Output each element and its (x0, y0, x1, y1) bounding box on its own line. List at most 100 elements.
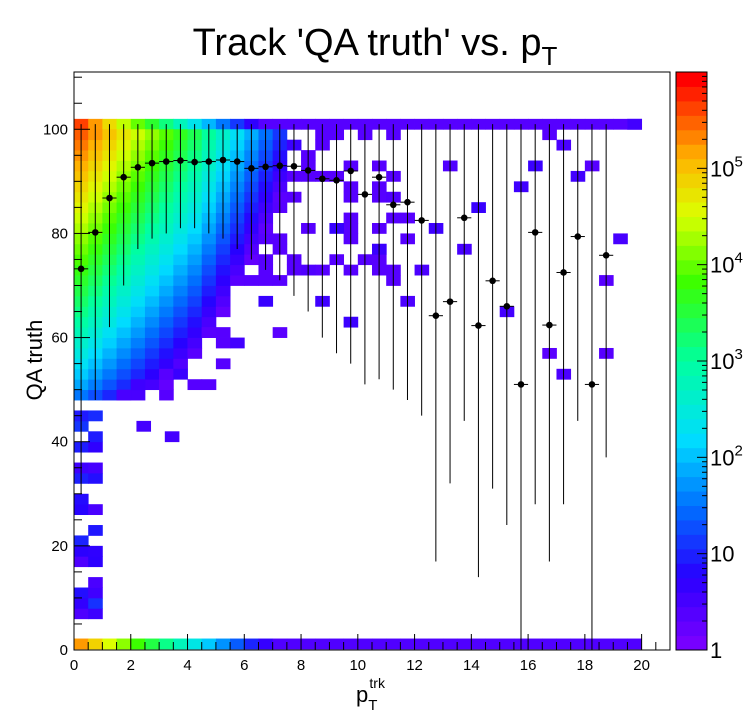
heatmap-cell (187, 275, 203, 286)
profile-point (528, 124, 543, 505)
heatmap-cell (159, 337, 174, 349)
heatmap-cell (102, 337, 117, 349)
profile-point (215, 124, 231, 239)
heatmap-cell (144, 275, 160, 286)
heatmap-cell (528, 638, 543, 650)
profile-marker (517, 381, 525, 388)
colorbar-segment (676, 230, 707, 246)
heatmap-cell (542, 638, 557, 650)
profile-marker (333, 177, 340, 184)
heatmap-cell (88, 597, 103, 609)
heatmap-cell (102, 358, 117, 370)
heatmap-cell (74, 504, 89, 516)
heatmap-cell (187, 638, 203, 650)
heatmap-cell (130, 295, 146, 307)
colorbar-segment (676, 375, 707, 391)
heatmap-cell (173, 233, 188, 245)
profile-marker (120, 173, 127, 181)
heatmap-cell (187, 233, 203, 245)
heatmap-cell (187, 223, 203, 234)
profile-marker (588, 381, 596, 388)
heatmap-cell (130, 638, 146, 650)
heatmap-cell (201, 264, 217, 276)
heatmap-cell (130, 285, 146, 297)
colorbar-segment (676, 462, 707, 478)
heatmap-cell (187, 379, 203, 391)
heatmap-cell (230, 264, 245, 276)
profile-marker (389, 201, 397, 209)
colorbar-labels: 1 10 102 103 104 105 (710, 153, 743, 663)
heatmap-cell (88, 638, 103, 650)
colorbar-segment (676, 332, 707, 348)
heatmap-cell (144, 233, 160, 245)
heatmap-cell (187, 316, 203, 328)
heatmap-cell (499, 638, 515, 650)
heatmap-cell (599, 638, 614, 650)
heatmap-cell (130, 264, 146, 276)
heatmap-cell (88, 545, 103, 557)
heatmap-cell (570, 638, 586, 650)
profile-point (570, 124, 585, 421)
heatmap-cell (329, 638, 345, 650)
profile-point (159, 124, 174, 234)
heatmap-cell (88, 608, 103, 620)
colorbar-segment (676, 548, 707, 564)
colorbar-segment (676, 563, 707, 579)
profile-marker (404, 198, 411, 206)
heatmap-cell (343, 638, 359, 650)
profile-marker (290, 162, 298, 170)
heatmap-cell (116, 358, 132, 370)
heatmap-cell (116, 285, 132, 297)
heatmap-cell (159, 368, 174, 380)
heatmap-cell (414, 638, 430, 650)
colorbar-segment (676, 288, 707, 304)
heatmap-cell (74, 535, 89, 547)
heatmap-cell (144, 254, 160, 266)
profile-marker (418, 217, 425, 224)
heatmap-cell (230, 638, 245, 650)
x-tick-label: 10 (349, 657, 366, 674)
heatmap-cell (159, 306, 174, 318)
heatmap-cell (201, 254, 217, 266)
colorbar-segment (676, 173, 707, 189)
colorbar-label: 1 (710, 638, 722, 663)
heatmap-cell (102, 389, 117, 401)
heatmap-cell (215, 285, 231, 297)
heatmap-cell (258, 638, 274, 650)
heatmap-cell (215, 306, 231, 318)
profile-marker (375, 173, 383, 181)
colorbar-segment (676, 491, 707, 506)
profile-point (400, 124, 415, 401)
heatmap-cell (187, 243, 203, 255)
heatmap-cell (187, 285, 203, 297)
profile-marker (77, 265, 85, 273)
heatmap-cell (159, 316, 174, 328)
heatmap-cell (201, 285, 217, 297)
heatmap-cell (230, 254, 245, 266)
profile-marker (219, 156, 227, 164)
heatmap-cell (144, 358, 160, 370)
profile-point (457, 124, 472, 421)
profile-marker (361, 191, 369, 198)
profile-point (102, 124, 117, 328)
heatmap-cell (258, 264, 274, 276)
profile-point (414, 124, 429, 416)
profile-point (187, 124, 202, 229)
profile-point (499, 124, 514, 526)
heatmap-cell (187, 306, 203, 318)
x-tick-label: 16 (520, 657, 537, 674)
heatmap-cell (201, 275, 217, 286)
heatmap-cell (272, 275, 288, 286)
colorbar-segment (676, 245, 707, 261)
heatmap-cell (130, 243, 146, 255)
heatmap-cell (230, 275, 245, 286)
heatmap-cell (215, 243, 231, 255)
heatmap-cell (116, 379, 132, 391)
heatmap-cell (130, 379, 146, 391)
profile-point (173, 124, 188, 229)
title-main: Track 'QA truth' vs. p (193, 22, 542, 64)
profile-marker (134, 163, 142, 171)
profile-marker (319, 175, 326, 183)
colorbar-segment (676, 259, 707, 275)
heatmap-cell (130, 327, 146, 338)
